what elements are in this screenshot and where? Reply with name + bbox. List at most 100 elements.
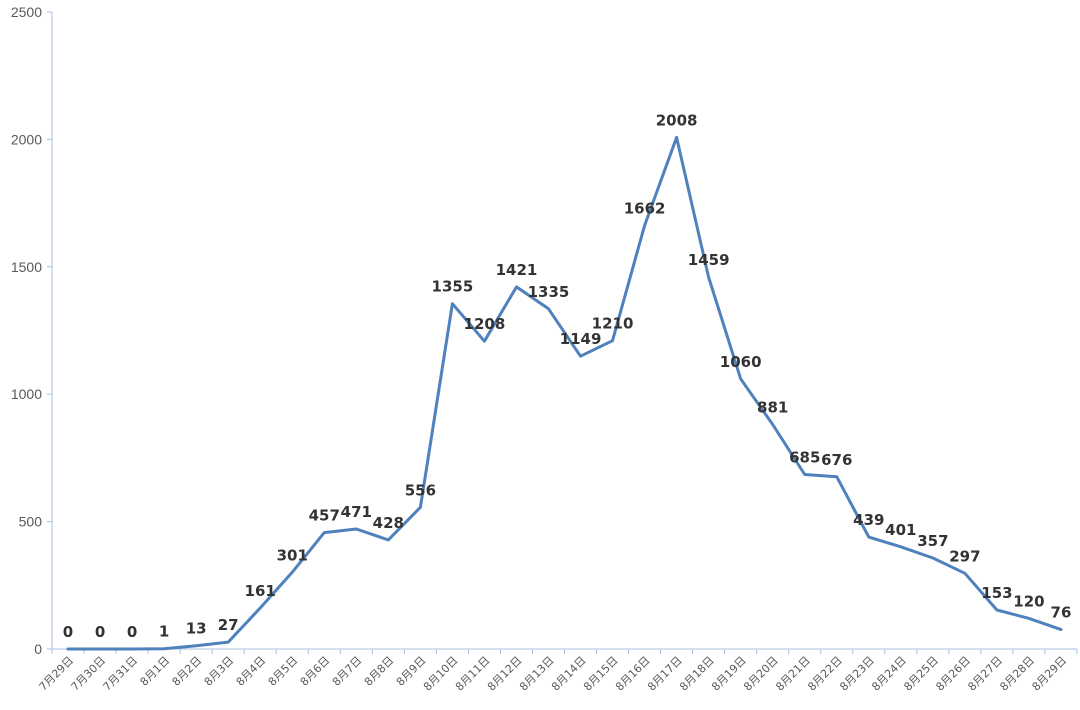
data-point [963,571,967,575]
data-label: 0 [127,623,137,641]
x-tick-label: 8月3日 [202,654,237,689]
data-label: 556 [405,481,436,499]
data-label: 439 [853,511,884,529]
data-point [803,472,807,476]
data-label: 881 [757,399,788,417]
x-tick-label: 8月15日 [581,654,621,694]
data-point [514,285,518,289]
data-point [1059,628,1063,632]
data-point [290,570,294,574]
data-label: 0 [63,623,73,641]
y-axis: 0 500 1000 1500 2000 2500 [11,4,53,657]
data-label: 0 [95,623,105,641]
data-label: 301 [277,546,308,564]
data-point [450,302,454,306]
data-point [579,354,583,358]
data-point [258,606,262,610]
data-point [931,556,935,560]
x-tick-label: 8月2日 [170,654,205,689]
x-tick-label: 8月4日 [234,654,269,689]
x-tick-label: 8月25日 [901,654,941,694]
x-tick-label: 8月20日 [741,654,781,694]
data-label: 1210 [592,315,634,333]
data-label: 401 [885,521,916,539]
data-label: 1421 [496,261,538,279]
data-label: 297 [949,547,980,565]
x-tick-label: 8月17日 [645,654,685,694]
data-label: 1662 [624,200,666,218]
x-tick-label: 8月14日 [549,654,589,694]
x-tick-label: 8月1日 [138,654,173,689]
y-tick-label: 500 [19,514,43,530]
data-point [418,505,422,509]
data-point [643,224,647,228]
data-point [546,307,550,311]
x-tick-label: 8月18日 [677,654,717,694]
series-line [66,135,1063,651]
data-label: 428 [373,514,404,532]
x-tick-label: 8月21日 [773,654,813,694]
x-axis: 7月29日7月30日7月31日8月1日8月2日8月3日8月4日8月5日8月6日8… [37,648,1078,694]
data-point [226,640,230,644]
data-label: 1060 [720,353,762,371]
x-tick-label: 8月12日 [485,654,525,694]
data-label: 685 [789,448,820,466]
data-label: 1208 [464,315,506,333]
data-label: 357 [917,532,948,550]
x-tick-label: 7月31日 [101,654,141,694]
x-tick-label: 8月7日 [330,654,365,689]
data-label: 1149 [560,330,602,348]
data-label: 161 [245,582,276,600]
y-tick-label: 1000 [11,386,42,402]
data-label: 1459 [688,251,730,269]
data-point [194,644,198,648]
data-point [867,535,871,539]
x-tick-label: 8月6日 [298,654,333,689]
x-tick-label: 8月19日 [709,654,749,694]
data-point [482,339,486,343]
data-label: 153 [981,584,1012,602]
data-point [1027,616,1031,620]
x-tick-label: 8月23日 [837,654,877,694]
data-point [386,538,390,542]
data-label: 457 [309,507,340,525]
y-tick-label: 1500 [11,259,42,275]
data-point [835,475,839,479]
data-label: 676 [821,451,852,469]
data-point [771,423,775,427]
x-tick-label: 7月29日 [37,654,77,694]
series-area [66,135,1063,651]
x-tick-label: 8月29日 [1030,654,1070,694]
data-label: 1 [159,623,169,641]
data-label: 13 [186,620,207,638]
data-point [66,647,70,651]
data-point [899,545,903,549]
x-tick-label: 8月22日 [805,654,845,694]
data-point [98,647,102,651]
y-tick-label: 2000 [11,131,42,147]
x-tick-label: 8月26日 [933,654,973,694]
data-label: 471 [341,503,372,521]
x-tick-label: 8月5日 [266,654,301,689]
data-point [611,339,615,343]
data-label: 76 [1051,604,1072,622]
data-label: 1355 [432,278,474,296]
x-tick-label: 7月30日 [69,654,109,694]
data-point [707,275,711,279]
data-point [162,647,166,651]
x-tick-label: 8月8日 [362,654,397,689]
x-tick-label: 8月28日 [997,654,1037,694]
data-label: 2008 [656,111,698,129]
data-label: 1335 [528,283,570,301]
x-tick-label: 8月13日 [517,654,557,694]
data-point [995,608,999,612]
x-tick-label: 8月10日 [421,654,461,694]
data-point [739,377,743,381]
data-label: 120 [1013,592,1044,610]
x-tick-label: 8月24日 [869,654,909,694]
x-tick-label: 8月16日 [613,654,653,694]
x-tick-label: 8月11日 [453,654,493,694]
